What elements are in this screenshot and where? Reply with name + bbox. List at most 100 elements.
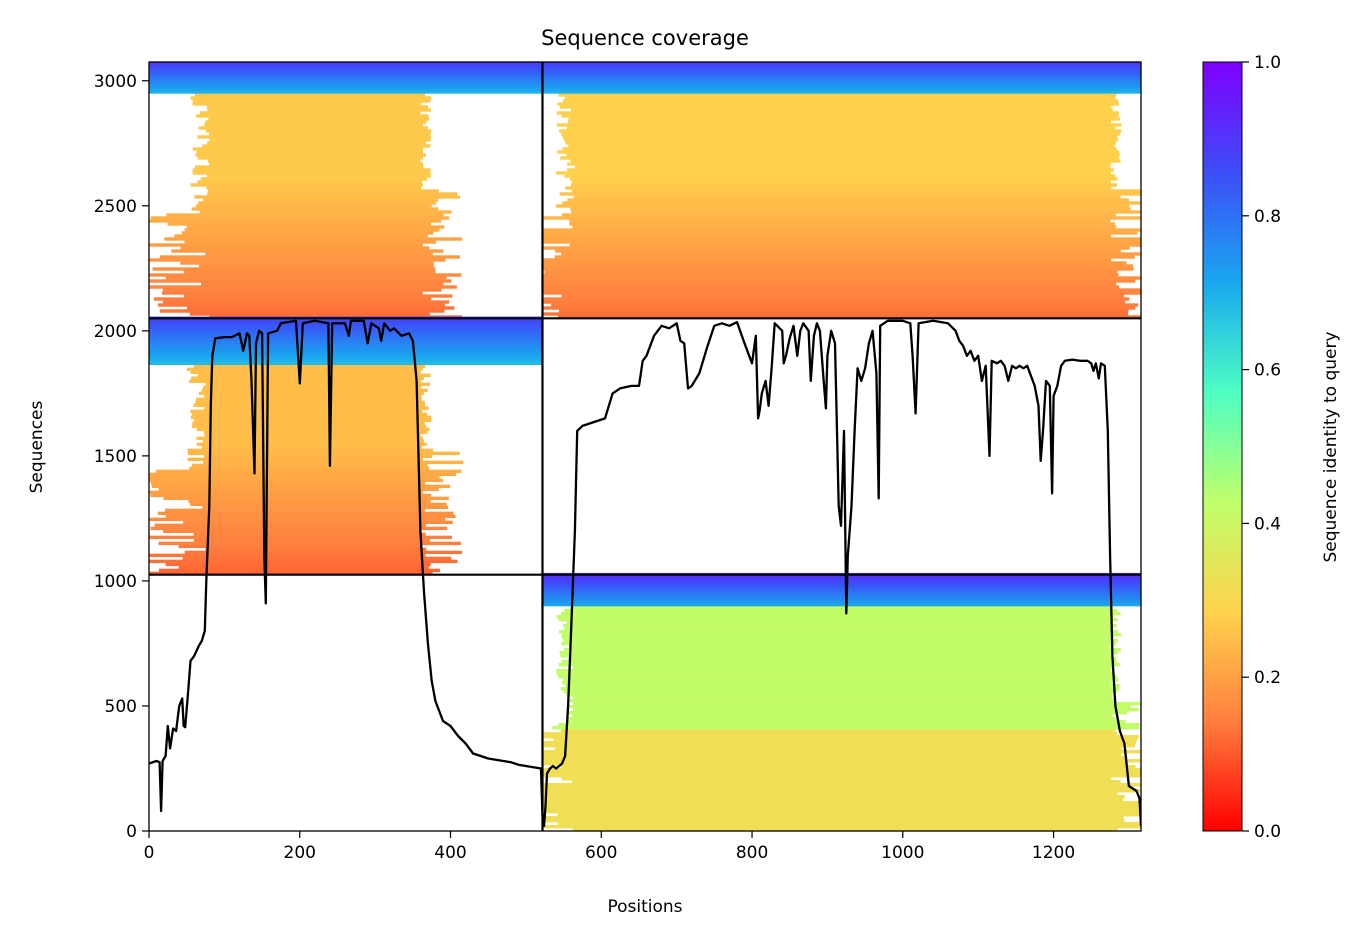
msa-row	[574, 165, 1111, 169]
msa-row	[189, 379, 421, 384]
msa-row	[149, 78, 543, 82]
y-tick-label: 2500	[94, 197, 137, 217]
msa-row	[203, 430, 428, 435]
msa-row	[171, 249, 444, 253]
msa-row	[194, 93, 426, 97]
msa-row	[201, 388, 428, 393]
msa-row	[563, 689, 1117, 694]
msa-row	[158, 487, 439, 492]
msa-row	[182, 556, 452, 561]
msa-row	[165, 514, 456, 519]
msa-row	[178, 544, 422, 549]
msa-row	[564, 138, 1119, 142]
x-tick-label: 0	[144, 843, 155, 863]
msa-row	[561, 680, 1112, 685]
msa-row	[149, 517, 446, 522]
msa-row	[542, 584, 1141, 589]
msa-row	[556, 671, 1114, 676]
msa-row	[197, 135, 431, 139]
msa-row	[542, 794, 1125, 799]
x-axis-label: Positions	[607, 897, 682, 917]
msa-row	[542, 791, 1118, 796]
msa-row	[567, 162, 1112, 166]
msa-row	[203, 198, 439, 202]
msa-row	[542, 279, 1136, 283]
msa-row	[199, 210, 452, 214]
msa-row	[542, 66, 1141, 70]
msa-row	[149, 62, 543, 64]
msa-row	[195, 400, 425, 405]
msa-row	[559, 105, 1112, 109]
msa-row	[542, 216, 1141, 220]
msa-row	[198, 126, 429, 130]
msa-row	[193, 418, 432, 423]
chain-break-lines	[149, 62, 1141, 831]
msa-row	[207, 189, 439, 193]
msa-row	[542, 62, 1141, 64]
msa-row	[202, 439, 425, 444]
msa-row	[558, 674, 1117, 679]
msa-row	[542, 87, 1141, 91]
msa-row	[558, 722, 1140, 727]
msa-row	[207, 141, 426, 145]
msa-row	[149, 75, 543, 79]
msa-row	[191, 463, 428, 468]
x-tick-label: 1000	[881, 843, 924, 863]
msa-row	[149, 63, 543, 67]
msa-row	[207, 108, 431, 112]
msa-row	[186, 306, 455, 310]
msa-row	[571, 713, 1113, 718]
msa-row	[192, 168, 431, 172]
msa-row	[208, 117, 430, 121]
msa-row	[181, 231, 434, 235]
msa-row	[198, 391, 425, 396]
msa-row	[566, 620, 1111, 625]
msa-row	[201, 445, 422, 450]
msa-row	[542, 300, 1126, 304]
msa-row	[149, 66, 543, 70]
msa-row	[572, 225, 1117, 229]
msa-row	[167, 222, 431, 226]
msa-row	[572, 695, 1113, 700]
msa-row	[542, 806, 1141, 811]
msa-row	[552, 725, 1139, 730]
msa-row	[192, 171, 431, 175]
msa-row	[542, 782, 1141, 787]
msa-row	[192, 412, 428, 417]
msa-row	[204, 406, 429, 411]
msa-row	[149, 331, 543, 335]
msa-row	[190, 370, 421, 375]
msa-row	[197, 373, 431, 378]
msa-row	[542, 240, 1141, 244]
msa-row	[571, 605, 1113, 610]
msa-row	[565, 710, 1128, 715]
msa-row	[150, 216, 450, 220]
msa-row	[568, 120, 1111, 124]
msa-row	[542, 63, 1141, 67]
msa-row	[568, 144, 1115, 148]
colorbar-tick-label: 0.8	[1254, 207, 1281, 227]
msa-row	[149, 472, 457, 477]
msa-row	[205, 120, 427, 124]
msa-row	[562, 635, 1111, 640]
msa-row	[556, 171, 1111, 175]
msa-row	[542, 602, 1141, 607]
msa-row	[542, 578, 1141, 583]
msa-row	[192, 147, 424, 151]
msa-row	[562, 147, 1117, 151]
msa-row	[149, 571, 433, 576]
msa-row	[567, 168, 1114, 172]
msa-row	[542, 788, 1140, 793]
coverage-line	[149, 319, 1141, 828]
msa-block-2	[542, 62, 1141, 319]
msa-row	[196, 150, 424, 154]
msa-row	[542, 731, 1118, 736]
x-tick-label: 1200	[1032, 843, 1075, 863]
msa-row	[542, 770, 1141, 775]
msa-row	[570, 108, 1113, 112]
colorbar-gradient	[1202, 61, 1243, 832]
msa-row	[174, 234, 428, 238]
msa-row	[194, 195, 461, 199]
